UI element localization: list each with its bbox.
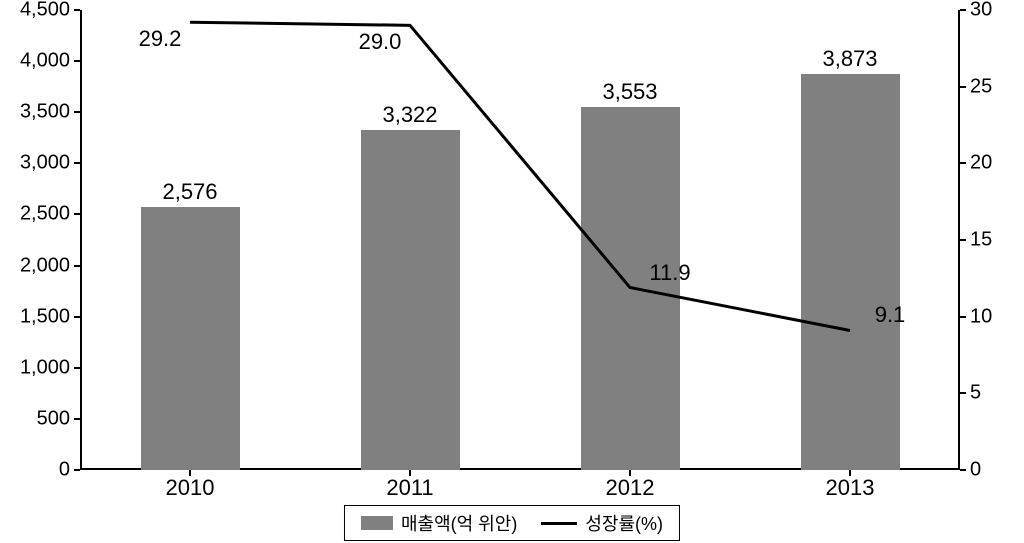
y-right-tick-mark bbox=[960, 162, 966, 164]
y-right-tick-label: 15 bbox=[970, 229, 1020, 252]
x-tick-label: 2011 bbox=[386, 475, 433, 501]
y-left-tick-label: 3,500 bbox=[0, 101, 70, 124]
legend: 매출액(억 위안) 성장률(%) bbox=[344, 505, 680, 541]
x-tick-mark bbox=[629, 470, 631, 476]
legend-item-line: 성장률(%) bbox=[541, 510, 663, 536]
y-right-tick-label: 0 bbox=[970, 459, 1020, 482]
line-value-label: 29.0 bbox=[359, 29, 402, 55]
y-left-tick-label: 2,000 bbox=[0, 254, 70, 277]
y-left-tick-label: 0 bbox=[0, 459, 70, 482]
bar bbox=[361, 130, 460, 470]
y-right-tick-label: 25 bbox=[970, 75, 1020, 98]
y-left-tick-mark bbox=[74, 469, 80, 471]
x-tick-label: 2013 bbox=[826, 475, 875, 501]
y-right-tick-label: 5 bbox=[970, 382, 1020, 405]
y-right-tick-label: 20 bbox=[970, 152, 1020, 175]
bar-value-label: 3,553 bbox=[602, 79, 657, 105]
y-right-tick-mark bbox=[960, 239, 966, 241]
bar bbox=[801, 74, 900, 470]
y-right-tick-label: 10 bbox=[970, 305, 1020, 328]
legend-bar-label: 매출액(억 위안) bbox=[401, 510, 517, 536]
legend-line-swatch bbox=[541, 522, 577, 525]
y-left-tick-mark bbox=[74, 213, 80, 215]
y-left-tick-mark bbox=[74, 265, 80, 267]
y-left-tick-label: 2,500 bbox=[0, 203, 70, 226]
bar bbox=[141, 207, 240, 470]
y-right-tick-mark bbox=[960, 469, 966, 471]
y-right-tick-mark bbox=[960, 86, 966, 88]
y-left-tick-label: 4,500 bbox=[0, 0, 70, 22]
x-tick-mark bbox=[849, 470, 851, 476]
line-value-label: 9.1 bbox=[875, 302, 906, 328]
legend-bar-swatch bbox=[361, 516, 393, 530]
y-left-tick-label: 3,000 bbox=[0, 152, 70, 175]
y-left-tick-label: 4,000 bbox=[0, 50, 70, 73]
y-left-tick-mark bbox=[74, 316, 80, 318]
bar bbox=[581, 107, 680, 470]
y-left-tick-label: 1,000 bbox=[0, 356, 70, 379]
y-left-tick-label: 500 bbox=[0, 407, 70, 430]
chart-container: 0 500 1,000 1,500 2,000 2,500 3,000 3,500 4,000 4… bbox=[0, 0, 1024, 543]
y-left-tick-label: 1,500 bbox=[0, 305, 70, 328]
bar-value-label: 2,576 bbox=[162, 179, 217, 205]
y-left-tick-mark bbox=[74, 60, 80, 62]
y-left-tick-mark bbox=[74, 111, 80, 113]
legend-line-label: 성장률(%) bbox=[585, 510, 663, 536]
bar-value-label: 3,322 bbox=[382, 102, 437, 128]
line-value-label: 29.2 bbox=[139, 26, 182, 52]
line-value-label: 11.9 bbox=[649, 260, 690, 286]
y-right-tick-label: 30 bbox=[970, 0, 1020, 22]
y-right-tick-mark bbox=[960, 9, 966, 11]
y-right-tick-mark bbox=[960, 316, 966, 318]
x-tick-mark bbox=[409, 470, 411, 476]
x-tick-label: 2012 bbox=[606, 475, 655, 501]
bar-value-label: 3,873 bbox=[822, 46, 877, 72]
y-left-tick-mark bbox=[74, 162, 80, 164]
x-tick-mark bbox=[189, 470, 191, 476]
x-tick-label: 2010 bbox=[166, 475, 215, 501]
y-right-tick-mark bbox=[960, 392, 966, 394]
y-left-tick-mark bbox=[74, 418, 80, 420]
legend-item-bar: 매출액(억 위안) bbox=[361, 510, 517, 536]
y-left-tick-mark bbox=[74, 367, 80, 369]
y-left-tick-mark bbox=[74, 9, 80, 11]
